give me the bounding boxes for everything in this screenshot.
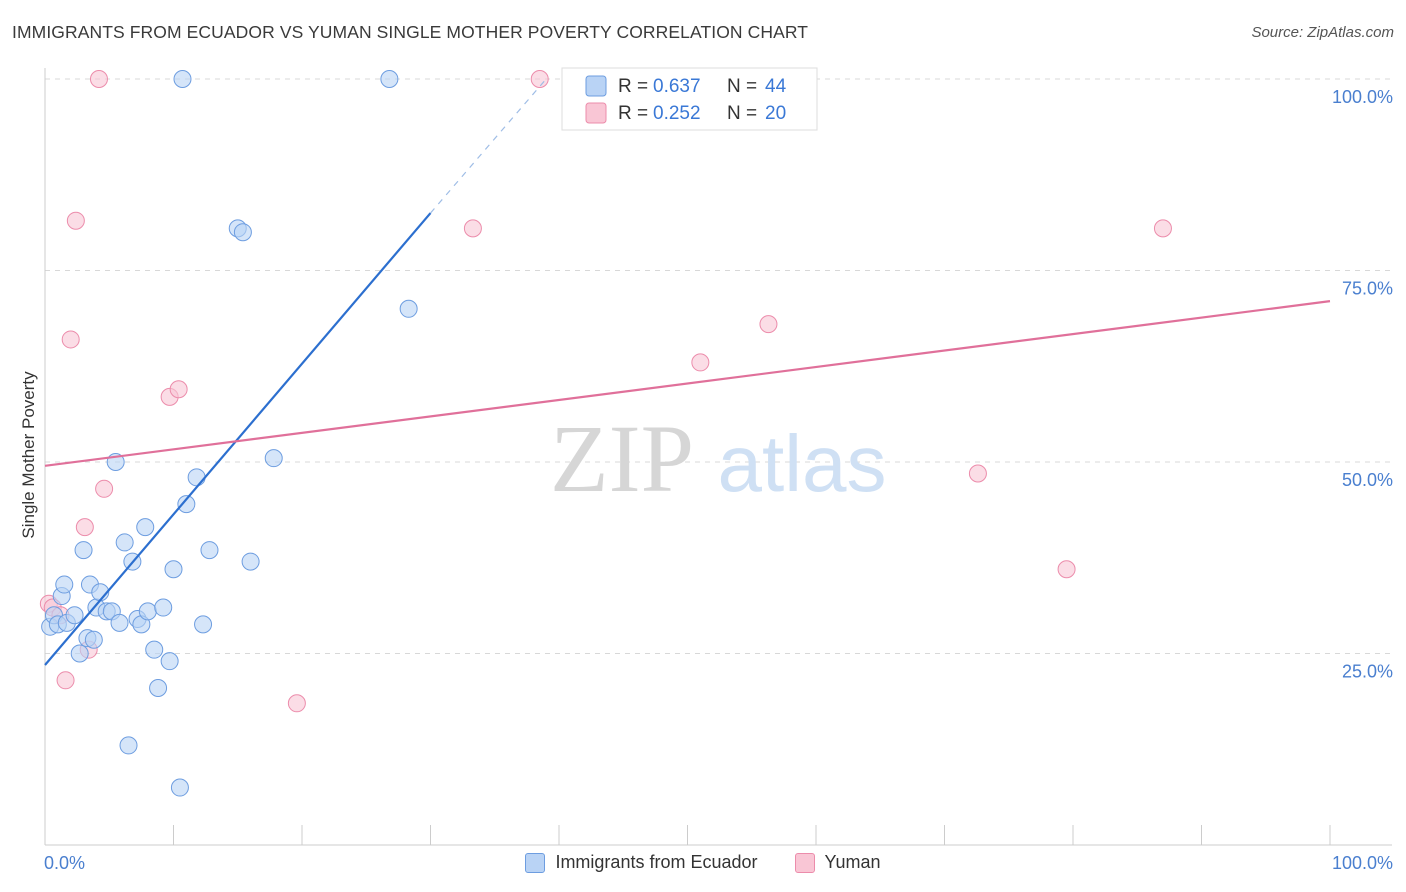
point-ecuador: [74, 541, 93, 560]
point-yuman: [89, 70, 108, 88]
series-legend: Immigrants from Ecuador Yuman: [0, 852, 1406, 878]
y-tick-label: 100.0%: [1332, 87, 1393, 107]
point-yuman: [463, 219, 482, 238]
y-tick-label: 25.0%: [1342, 662, 1393, 682]
point-ecuador: [119, 736, 138, 755]
point-yuman: [169, 380, 188, 399]
point-ecuador: [55, 575, 74, 594]
point-yuman: [95, 479, 114, 498]
point-ecuador: [177, 495, 196, 514]
y-tick-label: 75.0%: [1342, 279, 1393, 299]
source-label: Source: ZipAtlas.com: [1251, 24, 1394, 41]
watermark-zip: ZIP: [550, 405, 694, 512]
legend-label-ecuador: Immigrants from Ecuador: [555, 852, 758, 872]
point-yuman: [75, 518, 94, 537]
trend-line-ecuador-extension: [430, 78, 547, 214]
point-yuman: [287, 694, 306, 713]
legend-n-value-yuman: 20: [765, 103, 786, 124]
point-yuman: [759, 315, 778, 334]
point-ecuador: [115, 533, 134, 552]
point-ecuador: [233, 223, 252, 242]
x-tick-label: 100.0%: [1332, 853, 1393, 873]
legend-swatch-ecuador: [585, 75, 607, 97]
point-ecuador: [380, 70, 399, 88]
point-ecuador: [70, 644, 89, 663]
point-ecuador: [194, 615, 213, 634]
axes: [44, 68, 1392, 846]
point-ecuador: [173, 70, 192, 88]
point-ecuador: [138, 602, 157, 621]
point-ecuador: [110, 613, 129, 632]
point-ecuador: [84, 630, 103, 649]
point-ecuador: [164, 560, 183, 579]
point-yuman: [530, 70, 549, 88]
point-yuman: [66, 211, 85, 230]
watermark-atlas: atlas: [718, 419, 887, 508]
y-axis-label: Single Mother Poverty: [19, 371, 38, 539]
point-yuman: [56, 671, 75, 690]
legend-label-yuman: Yuman: [824, 852, 881, 872]
legend-r-value-yuman: 0.252: [653, 103, 701, 124]
point-yuman: [1153, 219, 1172, 238]
point-ecuador: [187, 468, 206, 487]
legend-r-label-ecuador: R =: [618, 76, 653, 97]
point-ecuador: [154, 598, 173, 617]
legend-swatch-ecuador-bottom: [525, 852, 546, 873]
point-ecuador: [170, 778, 189, 797]
series-ecuador-points: [41, 70, 418, 797]
stats-legend: R = 0.637 N = 44 R = 0.252 N = 20: [561, 67, 818, 131]
point-ecuador: [149, 678, 168, 697]
legend-item-yuman: Yuman: [794, 852, 881, 873]
legend-r-value-ecuador: 0.637: [653, 76, 701, 97]
legend-n-label-ecuador: N =: [727, 76, 762, 97]
legend-swatch-yuman: [585, 102, 607, 124]
trend-line-yuman: [44, 300, 1331, 467]
point-ecuador: [241, 552, 260, 571]
series-yuman-points: [39, 70, 1172, 713]
legend-n-value-ecuador: 44: [765, 76, 787, 97]
point-ecuador: [65, 606, 84, 625]
trend-line-ecuador: [44, 212, 432, 666]
point-yuman: [968, 464, 987, 483]
point-ecuador: [264, 449, 283, 468]
point-ecuador: [145, 640, 164, 659]
legend-r-label-yuman: R =: [618, 103, 653, 124]
tick-labels: 100.0% 75.0% 50.0% 25.0% 0.0% 100.0%: [44, 87, 1393, 873]
point-ecuador: [399, 299, 418, 318]
chart-title: IMMIGRANTS FROM ECUADOR VS YUMAN SINGLE …: [12, 22, 809, 42]
trend-lines: [44, 78, 1331, 666]
watermark: ZIP atlas: [550, 405, 886, 512]
legend-swatch-yuman-bottom: [794, 852, 815, 873]
point-yuman: [1057, 560, 1076, 579]
y-tick-label: 50.0%: [1342, 470, 1393, 490]
point-ecuador: [200, 541, 219, 560]
legend-n-label-yuman: N =: [727, 103, 762, 124]
point-ecuador: [160, 652, 179, 671]
point-ecuador: [136, 518, 155, 537]
legend-item-ecuador: Immigrants from Ecuador: [525, 852, 758, 873]
point-yuman: [691, 353, 710, 372]
point-yuman: [61, 330, 80, 349]
x-tick-label: 0.0%: [44, 853, 85, 873]
